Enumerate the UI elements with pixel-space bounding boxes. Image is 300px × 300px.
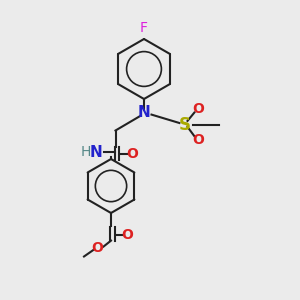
Text: O: O (192, 134, 204, 147)
Text: F: F (140, 22, 148, 35)
Text: O: O (92, 241, 104, 254)
Text: N: N (138, 105, 150, 120)
Text: O: O (122, 228, 134, 242)
Text: O: O (192, 102, 204, 116)
Text: N: N (90, 145, 102, 160)
Text: O: O (126, 148, 138, 161)
Text: S: S (178, 116, 190, 134)
Text: H: H (80, 146, 91, 159)
